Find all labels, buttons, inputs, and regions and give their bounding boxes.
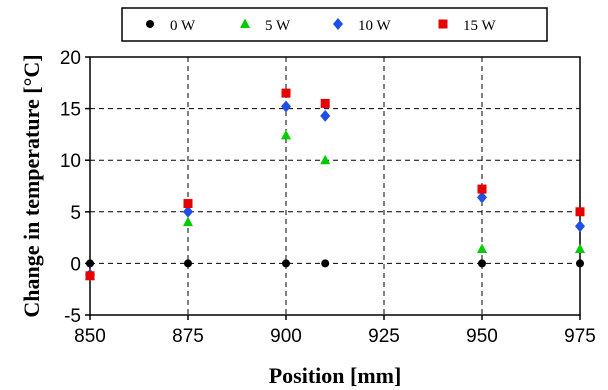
- legend-marker-0w: [146, 20, 154, 28]
- series-10w: [85, 100, 585, 281]
- y-tick-label--5: -5: [64, 306, 81, 327]
- point-15w-2: [281, 88, 291, 98]
- point-10w-5: [575, 220, 585, 233]
- y-tick-label-5: 5: [70, 203, 81, 224]
- point-5w-2: [281, 129, 291, 140]
- point-0w-1: [184, 259, 192, 268]
- legend-marker-5w: [240, 18, 250, 28]
- legend-marker-15w: [438, 19, 448, 29]
- point-10w-4: [477, 191, 487, 204]
- x-tick-label-975: 975: [564, 326, 596, 347]
- legend-label-0w: 0 W: [170, 18, 196, 34]
- legend-label-10w: 10 W: [358, 18, 391, 34]
- series-15w: [85, 88, 585, 281]
- plot-frame: [89, 56, 581, 316]
- point-0w-5: [576, 259, 584, 268]
- y-tick-label-0: 0: [70, 254, 81, 275]
- x-tick-label-950: 950: [466, 326, 498, 347]
- point-15w-5: [575, 207, 585, 217]
- point-15w-4: [477, 184, 487, 194]
- point-15w-0: [85, 271, 95, 281]
- legend-label-5w: 5 W: [265, 18, 291, 34]
- series-0w: [86, 259, 584, 268]
- y-tick-label-15: 15: [60, 100, 81, 121]
- point-0w-2: [282, 259, 290, 268]
- x-axis-title: Position [mm]: [269, 363, 402, 388]
- series-5w: [85, 129, 585, 280]
- point-5w-1: [183, 216, 193, 227]
- x-axis: 850 875 900 925 950 975: [74, 315, 596, 347]
- x-tick-label-900: 900: [270, 326, 302, 347]
- y-axis-title: Change in temperature [°C]: [19, 54, 44, 317]
- y-axis: -5 0 5 10 15 20: [60, 48, 90, 327]
- data-points: [85, 88, 585, 281]
- y-tick-label-10: 10: [60, 151, 81, 172]
- point-0w-4: [478, 259, 486, 268]
- point-5w-4: [477, 243, 487, 253]
- point-5w-5: [575, 243, 585, 253]
- legend-item-10w: 10 W: [333, 18, 391, 34]
- legend-label-15w: 15 W: [463, 18, 496, 34]
- legend-marker-10w: [333, 18, 343, 30]
- x-tick-label-850: 850: [74, 326, 106, 347]
- legend-item-0w: 0 W: [146, 18, 196, 34]
- point-0w-0: [86, 259, 94, 268]
- point-0w-3: [321, 259, 330, 268]
- x-tick-label-925: 925: [368, 326, 400, 347]
- grid: [90, 57, 580, 315]
- point-15w-1: [183, 199, 193, 209]
- legend: 0 W 5 W 10 W 15 W: [121, 7, 548, 42]
- x-tick-label-875: 875: [172, 326, 204, 347]
- point-10w-2: [281, 100, 291, 113]
- point-10w-3: [320, 109, 331, 122]
- legend-item-15w: 15 W: [438, 18, 496, 34]
- legend-items: 0 W 5 W 10 W 15 W: [146, 18, 496, 34]
- point-5w-3: [320, 154, 331, 165]
- y-tick-label-20: 20: [60, 48, 81, 69]
- legend-item-5w: 5 W: [240, 18, 291, 34]
- point-15w-3: [320, 98, 330, 108]
- point-10w-1: [183, 205, 193, 218]
